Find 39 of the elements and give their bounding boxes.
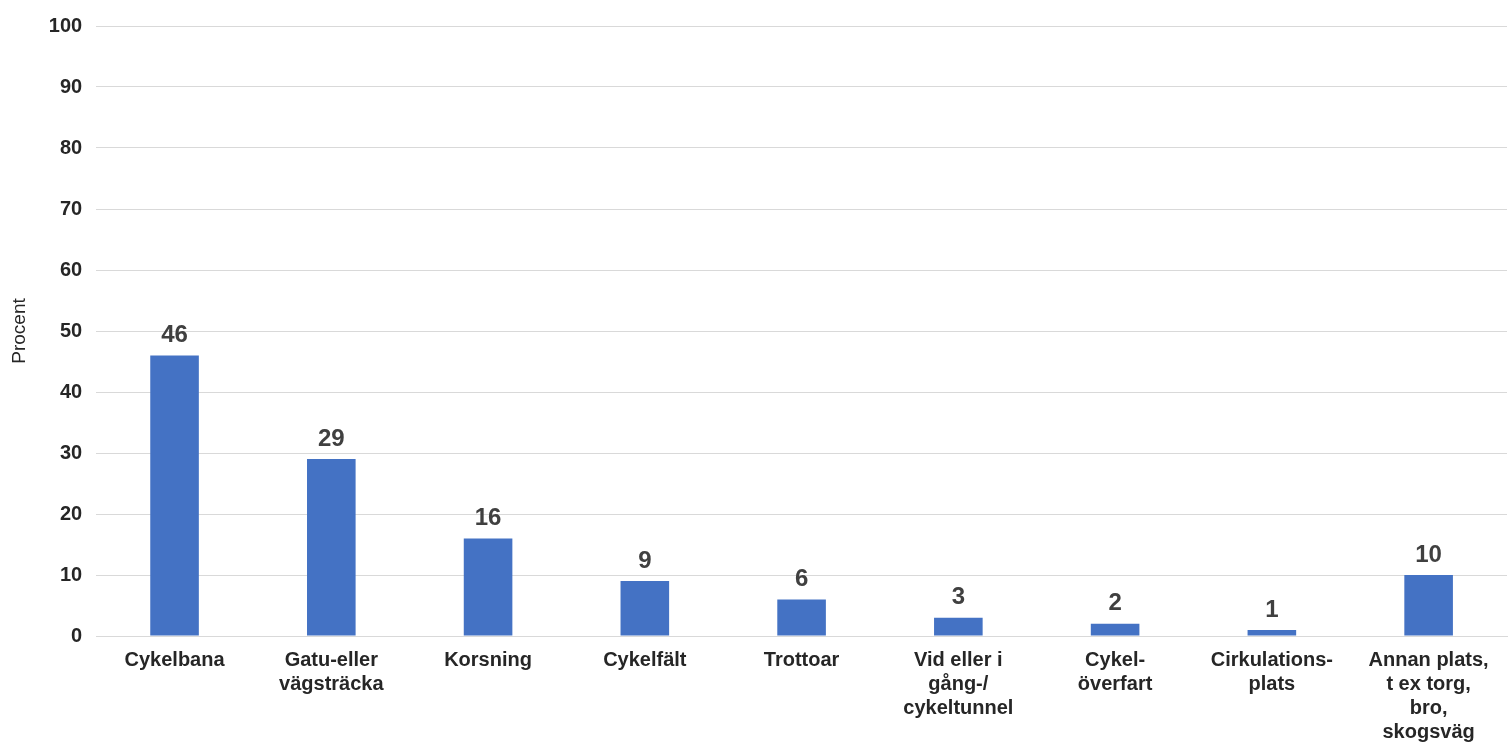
- x-tick-label: Cirkulations- plats: [1210, 647, 1333, 694]
- bar: [307, 459, 356, 636]
- x-tick-label: Cykel- överfart: [1077, 647, 1153, 694]
- y-tick-label: 30: [59, 440, 83, 463]
- data-label: 3: [951, 582, 966, 610]
- data-label: 10: [1415, 539, 1442, 567]
- data-label: 16: [474, 503, 502, 531]
- y-tick-label: 20: [59, 501, 83, 524]
- bar: [1247, 629, 1297, 636]
- y-tick-label: 90: [59, 74, 83, 97]
- bar: [150, 355, 199, 636]
- y-tick-label: 50: [59, 318, 83, 341]
- bar: [620, 581, 670, 636]
- x-tick-label: Gatu-eller vägsträcka: [279, 647, 385, 694]
- y-tick-label: 10: [59, 562, 83, 585]
- bar: [1090, 623, 1140, 636]
- x-tick-label: Cykelfält: [603, 647, 687, 670]
- data-label: 2: [1108, 588, 1122, 616]
- x-tick-label: Korsning: [444, 647, 532, 670]
- y-tick-label: 70: [59, 196, 83, 219]
- bar: [463, 538, 513, 636]
- bar: [1404, 575, 1453, 636]
- data-label: 29: [317, 423, 345, 451]
- y-tick-label: 60: [59, 257, 83, 280]
- x-tick-label: Trottoar: [763, 647, 840, 670]
- x-tick-label: Vid eller i gång-/ cykeltunnel: [903, 647, 1014, 718]
- y-axis-title: Procent: [7, 297, 29, 364]
- x-tick-label: Annan plats, t ex torg, bro, skogsväg: [1368, 647, 1489, 742]
- data-label: 46: [161, 320, 188, 348]
- bar: [934, 617, 983, 636]
- y-tick-label: 0: [71, 623, 83, 646]
- x-tick-label: Cykelbana: [124, 647, 226, 670]
- y-tick-label: 100: [48, 13, 83, 36]
- data-label: 1: [1265, 594, 1279, 622]
- bar: [777, 599, 826, 636]
- y-tick-label: 40: [59, 379, 83, 402]
- data-label: 9: [638, 545, 652, 573]
- data-label: 6: [794, 564, 809, 592]
- y-tick-label: 80: [59, 135, 83, 158]
